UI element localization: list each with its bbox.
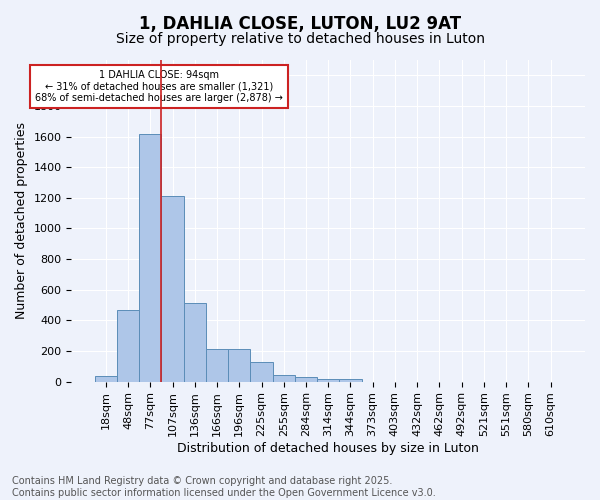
Bar (250, 362, 272, 382)
X-axis label: Distribution of detached houses by size in Luton: Distribution of detached houses by size … (177, 442, 479, 455)
Text: 1, DAHLIA CLOSE, LUTON, LU2 9AT: 1, DAHLIA CLOSE, LUTON, LU2 9AT (139, 15, 461, 33)
Y-axis label: Number of detached properties: Number of detached properties (15, 122, 28, 320)
Bar (228, 348, 250, 382)
Bar (272, 374, 295, 382)
Bar (340, 380, 362, 382)
Text: 1 DAHLIA CLOSE: 94sqm
← 31% of detached houses are smaller (1,321)
68% of semi-d: 1 DAHLIA CLOSE: 94sqm ← 31% of detached … (35, 70, 283, 103)
Bar (117, 310, 139, 382)
Text: Size of property relative to detached houses in Luton: Size of property relative to detached ho… (115, 32, 485, 46)
Bar (317, 378, 340, 382)
Bar (295, 377, 317, 382)
Text: Contains HM Land Registry data © Crown copyright and database right 2025.
Contai: Contains HM Land Registry data © Crown c… (12, 476, 436, 498)
Bar (161, 196, 184, 382)
Bar (139, 134, 161, 382)
Bar (95, 376, 117, 382)
Bar (184, 304, 206, 382)
Bar (206, 348, 228, 382)
